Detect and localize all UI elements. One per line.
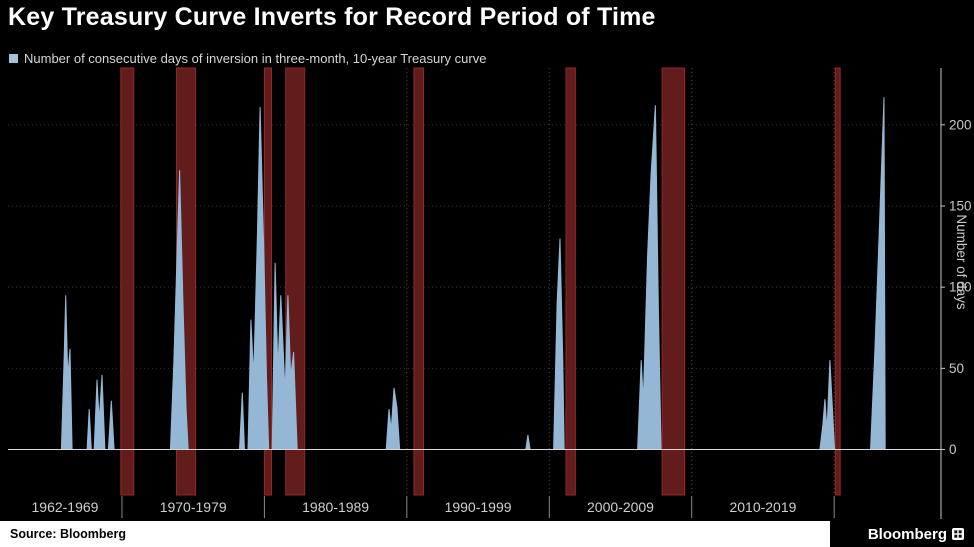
x-axis-label: 1980-1989 — [302, 499, 369, 515]
y-tick-label: 50 — [949, 361, 964, 376]
x-axis-label: 1990-1999 — [445, 499, 512, 515]
x-axis-label: 1970-1979 — [160, 499, 227, 515]
source-credit: Source: Bloomberg — [0, 521, 830, 547]
legend-swatch-icon — [9, 54, 18, 63]
y-tick-label: 100 — [949, 280, 972, 295]
bloomberg-logo-icon — [952, 528, 964, 540]
recession-band — [120, 67, 135, 496]
recession-band — [565, 67, 576, 496]
inversion-area-series — [8, 97, 941, 450]
recession-band — [834, 67, 841, 496]
legend-label: Number of consecutive days of inversion … — [24, 51, 487, 66]
footer: Source: Bloomberg Bloomberg — [0, 521, 974, 547]
x-axis-label: 2010-2019 — [729, 499, 796, 515]
recession-band — [661, 67, 686, 496]
bloomberg-brand: Bloomberg — [830, 521, 974, 547]
x-axis-label: 1962-1969 — [32, 499, 99, 515]
recession-band — [413, 67, 425, 496]
legend: Number of consecutive days of inversion … — [9, 51, 486, 66]
x-axis-label: 2000-2009 — [587, 499, 654, 515]
chart-title: Key Treasury Curve Inverts for Record Pe… — [8, 3, 656, 31]
bloomberg-wordmark: Bloomberg — [867, 525, 947, 543]
y-tick-label: 200 — [949, 117, 972, 132]
y-tick-label: 150 — [949, 199, 972, 214]
inversion-days-chart: 0 50 100 150 200 Number of days 1962-1969 1970-… — [8, 67, 972, 519]
y-tick-label: 0 — [949, 442, 957, 457]
source-text: Source: Bloomberg — [10, 527, 126, 541]
y-axis-title: Number of days — [954, 214, 969, 310]
